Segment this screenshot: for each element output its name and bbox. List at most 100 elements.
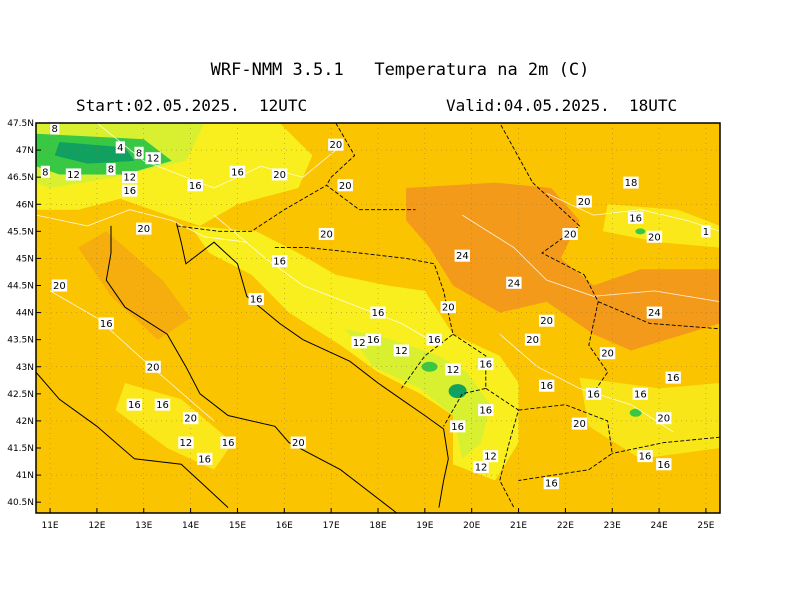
contour-label-box	[351, 336, 367, 349]
contour-label-box	[271, 168, 288, 181]
lat-tick-label: 47N	[16, 146, 34, 156]
contour-label-box	[576, 195, 592, 208]
contour-label: 12	[395, 346, 408, 357]
field-12-montenegro	[345, 328, 491, 459]
country-border	[612, 436, 720, 454]
lon-tick-label: 25E	[697, 521, 714, 531]
chart-title: WRF-NMM 3.5.1 Temperatura na 2m (C)	[210, 60, 590, 80]
coastline-west-adriatic	[105, 225, 398, 513]
contour-label-box	[318, 228, 335, 241]
contour-label-box	[646, 306, 663, 319]
lon-tick-label: 23E	[604, 521, 621, 531]
contour-label: 20	[601, 349, 614, 360]
lon-tick-label: 11E	[41, 521, 58, 531]
lat-tick-label: 40.5N	[7, 498, 34, 508]
contour-label-box	[126, 398, 143, 411]
lon-tick-label: 16E	[276, 521, 293, 531]
lat-tick-label: 45N	[16, 254, 34, 264]
contour-label: 1	[703, 227, 709, 238]
contour-label: 12	[447, 365, 460, 376]
lat-tick-label: 47.5N	[7, 119, 34, 129]
field-16-apennines	[115, 383, 233, 470]
contour-label-box	[562, 228, 578, 241]
coastline-east-adriatic	[176, 223, 449, 508]
isotherm-line	[49, 290, 215, 422]
lat-tick-label: 46.5N	[7, 173, 34, 183]
lat-tick-label: 45.5N	[7, 227, 34, 237]
contour-label-box	[154, 398, 171, 411]
contour-label-box	[370, 306, 386, 319]
contour-label: 20	[648, 232, 661, 243]
valid-time: Valid:04.05.2025. 18UTC	[446, 96, 678, 115]
contour-label: 16	[198, 454, 211, 465]
field-8-retezat	[635, 228, 646, 235]
lon-tick-label: 22E	[557, 521, 574, 531]
contour-label-box	[656, 412, 672, 425]
contour-label-box	[271, 255, 288, 268]
contour-label-box	[646, 230, 663, 243]
contour-label: 16	[367, 335, 380, 346]
contour-label: 12	[123, 173, 136, 184]
contour-label-box	[538, 379, 555, 392]
lon-tick-label: 15E	[229, 521, 246, 531]
lon-tick-label: 24E	[651, 521, 668, 531]
contour-label-box	[632, 387, 649, 400]
lon-tick-label: 14E	[182, 521, 199, 531]
contour-label: 16	[123, 186, 136, 197]
lon-tick-label: 19E	[416, 521, 433, 531]
field-16-balkan	[579, 377, 720, 459]
contour-label-box	[145, 152, 161, 165]
lon-tick-label: 13E	[135, 521, 152, 531]
contour-label: 20	[564, 230, 577, 241]
contour-label: 24	[507, 278, 520, 289]
contour-label-box	[121, 184, 138, 197]
contour-label-box	[290, 436, 307, 449]
lon-tick-label: 12E	[88, 521, 105, 531]
country-border	[598, 301, 720, 330]
lon-tick-label: 20E	[463, 521, 480, 531]
contour-label-box	[51, 279, 68, 292]
country-border	[532, 182, 585, 276]
contour-label-box	[478, 404, 494, 417]
contour-label: 20	[184, 414, 197, 425]
field-8-rila	[629, 408, 642, 417]
contour-label: 12	[353, 338, 366, 349]
lat-tick-label: 44.5N	[7, 282, 34, 292]
contour-label: 16	[639, 452, 652, 463]
contour-label: 16	[540, 381, 553, 392]
contour-label-box	[248, 293, 264, 306]
contour-label-box	[449, 420, 466, 433]
contour-label: 16	[545, 479, 558, 490]
contour-label-box	[115, 141, 125, 154]
isotherm-line	[36, 209, 247, 243]
contour-label: 20	[329, 140, 342, 151]
contour-label-box	[440, 301, 456, 314]
field-16-dinarides	[190, 225, 519, 481]
contour-label: 12	[475, 462, 488, 473]
country-border	[274, 247, 454, 389]
contour-label: 16	[479, 406, 492, 417]
contour-label-box	[426, 333, 442, 346]
contour-label-box	[506, 276, 522, 289]
contour-label: 16	[372, 308, 385, 319]
contour-label: 8	[42, 167, 48, 178]
contour-label-box	[524, 333, 541, 346]
lon-tick-label: 21E	[510, 521, 527, 531]
contour-label-box	[701, 225, 711, 238]
isotherm-line	[213, 214, 440, 346]
contour-label: 16	[629, 213, 642, 224]
contour-label-box	[178, 436, 194, 449]
contour-label: 12	[67, 170, 80, 181]
contour-label-box	[571, 417, 588, 430]
field-8-durmitor	[421, 361, 438, 372]
contour-label-box	[445, 363, 461, 376]
contour-label-box	[220, 436, 236, 449]
contour-label: 16	[657, 460, 670, 471]
contour-label: 20	[137, 224, 150, 235]
contour-label-box	[585, 387, 602, 400]
contour-label: 12	[180, 438, 193, 449]
contour-label: 16	[231, 167, 244, 178]
contour-label: 16	[189, 181, 202, 192]
lat-tick-label: 41N	[16, 471, 34, 481]
